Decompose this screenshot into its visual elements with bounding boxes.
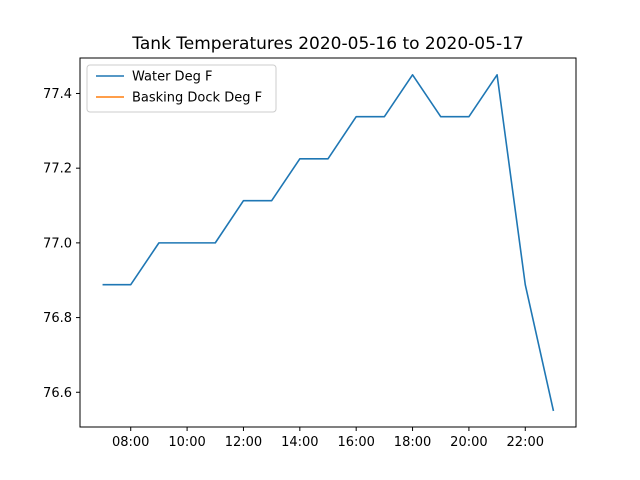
x-tick-label: 14:00	[281, 435, 318, 450]
x-axis: 08:00 10:00 12:00 14:00 16:00 18:00 20:00 22:00	[112, 427, 544, 450]
x-tick-label: 12:00	[225, 435, 262, 450]
x-tick-label: 22:00	[507, 435, 544, 450]
legend-label: Basking Dock Deg F	[132, 91, 262, 106]
x-tick-label: 08:00	[112, 435, 149, 450]
y-tick-label: 77.2	[43, 162, 72, 177]
y-tick-label: 76.6	[43, 386, 72, 401]
x-tick-label: 20:00	[450, 435, 487, 450]
chart-title: Tank Temperatures 2020-05-16 to 2020-05-…	[131, 34, 523, 54]
x-tick-label: 10:00	[168, 435, 205, 450]
legend-label: Water Deg F	[132, 70, 212, 85]
x-tick-label: 18:00	[394, 435, 431, 450]
y-tick-label: 77.0	[43, 236, 72, 251]
series-layer	[102, 74, 555, 412]
legend: Water Deg F Basking Dock Deg F	[86, 64, 277, 113]
plot-frame	[79, 57, 577, 428]
y-tick-label: 77.4	[43, 87, 72, 102]
y-tick-label: 76.8	[43, 311, 72, 326]
series-line	[102, 74, 555, 412]
x-tick-label: 16:00	[337, 435, 374, 450]
y-axis: 76.6 76.8 77.0 77.2 77.4	[43, 87, 80, 401]
legend-box	[86, 64, 277, 113]
